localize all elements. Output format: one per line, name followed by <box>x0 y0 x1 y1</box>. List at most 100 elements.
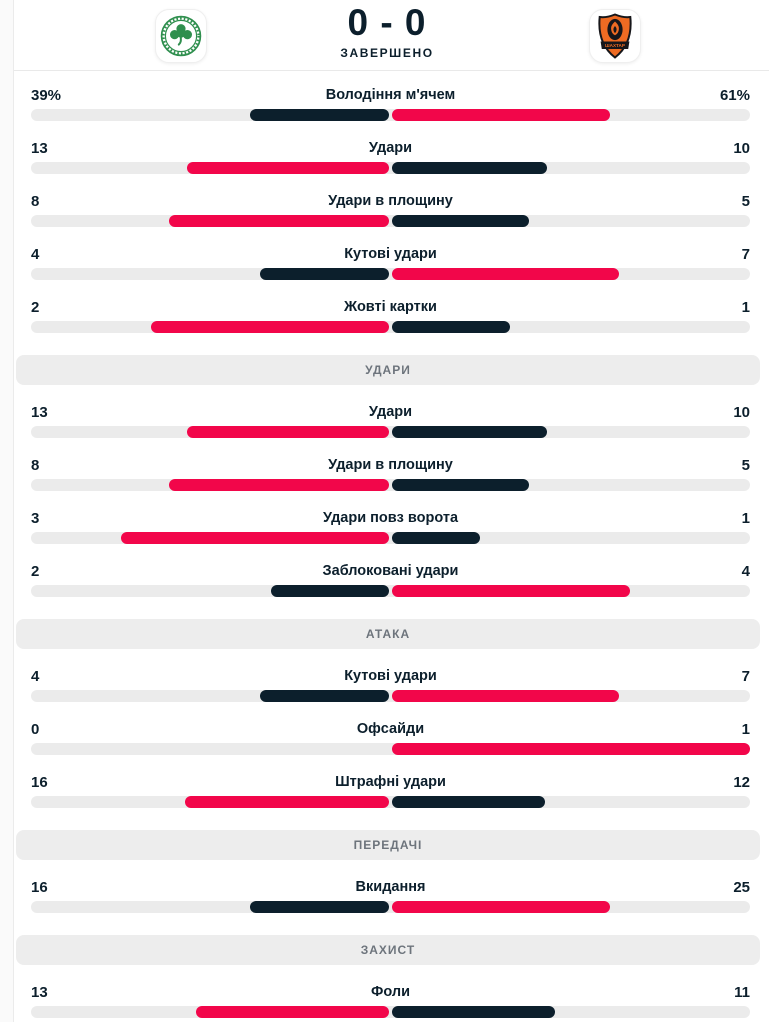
away-team-logo[interactable]: ШАХТАР <box>589 9 641 63</box>
stat-row: 16 Штрафні удари 12 <box>31 775 750 808</box>
stat-row: 8 Удари в площину 5 <box>31 194 750 227</box>
stat-bar-away <box>392 426 547 438</box>
stat-bar-track <box>31 585 750 597</box>
stat-value-home: 2 <box>31 563 40 580</box>
stat-row-head: 16 Штрафні удари 12 <box>31 774 750 791</box>
stat-value-home: 39% <box>31 87 62 104</box>
stat-row-head: 4 Кутові удари 7 <box>31 668 750 685</box>
stat-value-away: 12 <box>733 774 750 791</box>
stat-value-home: 4 <box>31 668 40 685</box>
stat-bar-track <box>31 690 750 702</box>
stat-label: Кутові удари <box>344 668 437 684</box>
stat-row-head: 2 Жовті картки 1 <box>31 299 750 316</box>
home-team-logo[interactable] <box>155 9 207 63</box>
stat-value-away: 10 <box>733 140 750 157</box>
section-header: АТАКА <box>16 619 760 649</box>
stat-bar-track <box>31 743 750 755</box>
stat-row: 2 Жовті картки 1 <box>31 300 750 333</box>
stat-label: Офсайди <box>356 721 425 737</box>
stat-value-home: 16 <box>31 774 48 791</box>
stat-bar-home <box>169 479 389 491</box>
stat-row-head: 16 Вкидання 25 <box>31 879 750 896</box>
stat-bar-home <box>195 1006 389 1018</box>
stat-value-away: 11 <box>734 984 750 1001</box>
stat-bar-home <box>250 109 389 121</box>
stat-bar-home <box>250 901 389 913</box>
stat-row-head: 0 Офсайди 1 <box>31 721 750 738</box>
stat-value-away: 25 <box>733 879 750 896</box>
stat-label: Удари <box>368 140 413 156</box>
stat-bar-track <box>31 426 750 438</box>
stat-bar-track <box>31 479 750 491</box>
stat-value-away: 7 <box>741 668 750 685</box>
stat-bar-home <box>270 585 389 597</box>
stat-row-head: 13 Удари 10 <box>31 404 750 421</box>
stat-bar-track <box>31 532 750 544</box>
section-header: ЗАХИСТ <box>16 935 760 965</box>
stat-bar-away <box>392 109 610 121</box>
stat-value-away: 61% <box>719 87 750 104</box>
stat-row-head: 13 Фоли 11 <box>31 984 750 1001</box>
stat-value-away: 5 <box>741 457 750 474</box>
stat-row-head: 3 Удари повз ворота 1 <box>31 510 750 527</box>
stat-row-head: 4 Кутові удари 7 <box>31 246 750 263</box>
stat-row: 4 Кутові удари 7 <box>31 247 750 280</box>
stat-label: Жовті картки <box>344 299 437 315</box>
stat-bar-home <box>150 321 389 333</box>
stat-row: 0 Офсайди 1 <box>31 722 750 755</box>
stat-bar-home <box>187 426 389 438</box>
stat-bar-away <box>392 321 511 333</box>
section-title: УДАРИ <box>365 363 411 377</box>
stat-row-head: 2 Заблоковані удари 4 <box>31 563 750 580</box>
stat-value-away: 1 <box>741 510 750 527</box>
section-header: УДАРИ <box>16 355 760 385</box>
match-status: ЗАВЕРШЕНО <box>340 46 434 60</box>
stat-value-home: 16 <box>31 879 48 896</box>
panathinaikos-clover-icon <box>160 15 202 57</box>
stat-bar-track <box>31 321 750 333</box>
stat-label: Удари <box>368 404 413 420</box>
section-title: ЗАХИСТ <box>360 943 416 957</box>
score-block: 0 - 0 ЗАВЕРШЕНО <box>14 2 760 61</box>
stat-bar-home <box>259 268 389 280</box>
stat-bar-away <box>392 215 529 227</box>
stat-bar-away <box>392 162 547 174</box>
stat-bar-track <box>31 109 750 121</box>
section-header: ПЕРЕДАЧІ <box>16 830 760 860</box>
stat-bar-track <box>31 901 750 913</box>
stat-value-away: 10 <box>733 404 750 421</box>
stat-row: 13 Фоли 11 <box>31 985 750 1018</box>
section-title: ПЕРЕДАЧІ <box>353 838 423 852</box>
match-score: 0 - 0 <box>347 2 427 43</box>
svg-text:ШАХТАР: ШАХТАР <box>605 43 625 48</box>
stat-label: Фоли <box>371 984 410 1000</box>
stats-list: 39% Володіння м'ячем 61% 13 Удари 10 8 Удари в … <box>14 88 769 1022</box>
stat-value-away: 4 <box>741 563 750 580</box>
stat-bar-home <box>259 690 389 702</box>
stat-row: 16 Вкидання 25 <box>31 880 750 913</box>
stat-bar-track <box>31 1006 750 1018</box>
stat-row: 13 Удари 10 <box>31 141 750 174</box>
stat-row: 13 Удари 10 <box>31 405 750 438</box>
stat-row: 2 Заблоковані удари 4 <box>31 564 750 597</box>
stat-bar-away <box>392 690 620 702</box>
stat-bar-track <box>31 796 750 808</box>
stat-value-home: 13 <box>31 984 48 1001</box>
stat-row-head: 13 Удари 10 <box>31 140 750 157</box>
stat-value-home: 2 <box>31 299 40 316</box>
stat-value-home: 8 <box>31 457 40 474</box>
stat-bar-track <box>31 268 750 280</box>
stat-bar-home <box>120 532 389 544</box>
stat-value-away: 1 <box>741 721 750 738</box>
section-title: АТАКА <box>365 627 411 641</box>
stat-value-home: 13 <box>31 404 48 421</box>
stat-bar-away <box>392 1006 556 1018</box>
stat-value-home: 4 <box>31 246 40 263</box>
match-header: 0 - 0 ЗАВЕРШЕНО ШАХТАР <box>14 0 769 71</box>
stat-label: Удари в площину <box>328 457 453 473</box>
match-stats-page: 0 - 0 ЗАВЕРШЕНО ШАХТАР 39% Володіння м'яч… <box>13 0 769 1022</box>
stat-bar-track <box>31 162 750 174</box>
stat-row-head: 8 Удари в площину 5 <box>31 457 750 474</box>
stat-value-away: 7 <box>741 246 750 263</box>
stat-row: 3 Удари повз ворота 1 <box>31 511 750 544</box>
